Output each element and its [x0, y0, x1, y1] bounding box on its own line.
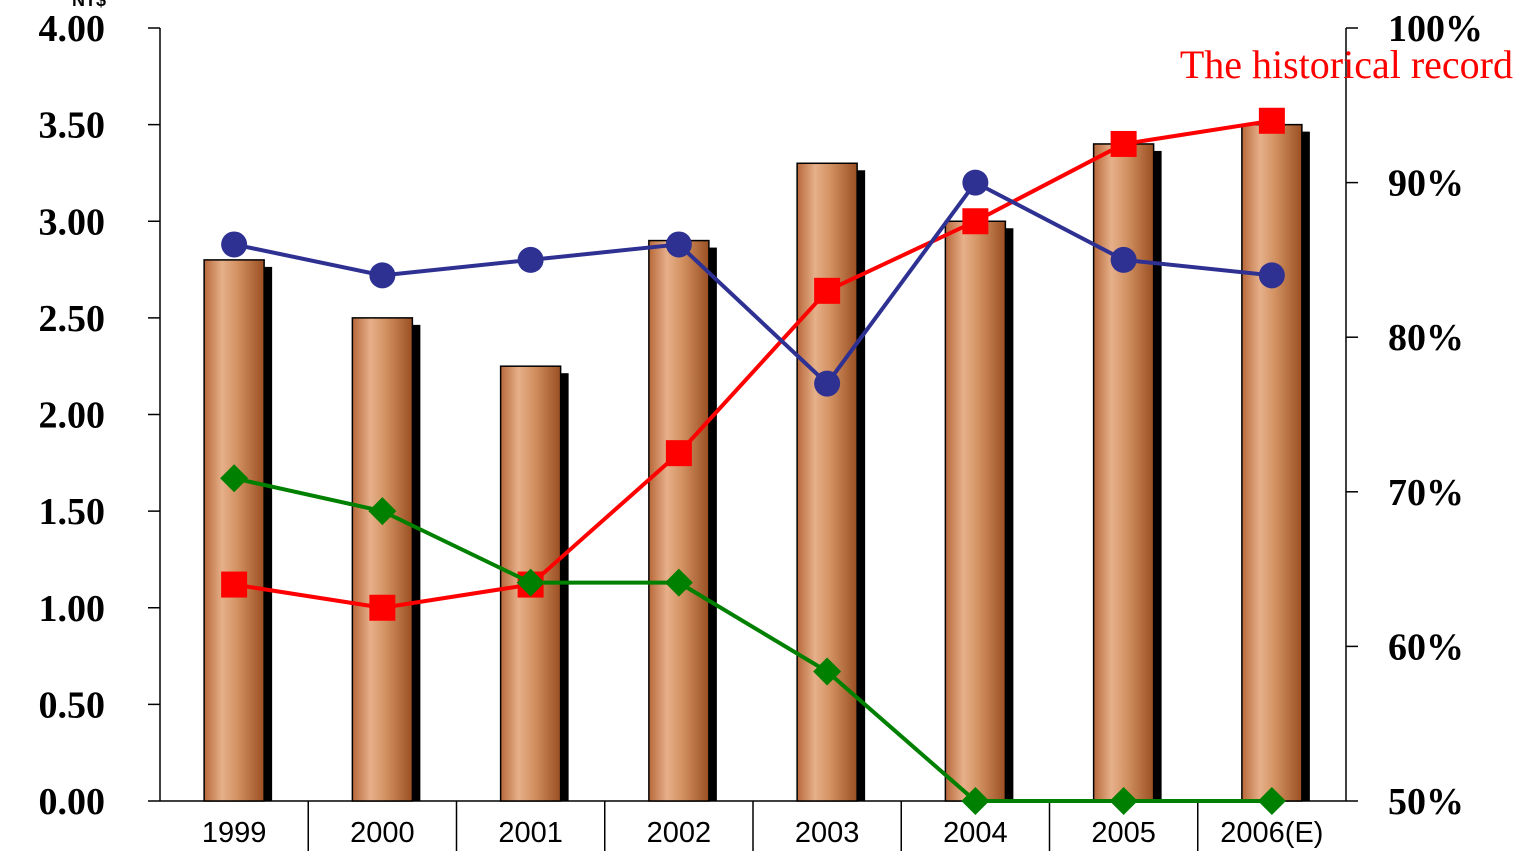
annotation-historical-record: The historical record — [1180, 42, 1513, 87]
line-series — [220, 107, 1286, 815]
circle-marker — [517, 246, 544, 273]
circle-marker — [1110, 246, 1137, 273]
square-marker — [221, 571, 248, 598]
left-tick-label: 3.00 — [39, 201, 106, 243]
bar — [648, 239, 710, 802]
square-marker — [814, 277, 841, 304]
right-tick-label: 80% — [1388, 317, 1464, 359]
square-marker — [962, 208, 989, 235]
right-axis: 50% 60% 70% 80% 90% 100% — [1345, 8, 1483, 823]
right-tick-label: 90% — [1388, 163, 1464, 205]
category-label: 2005 — [1091, 817, 1156, 849]
diamond-marker — [1257, 787, 1286, 815]
right-tick-label: 70% — [1388, 472, 1464, 514]
left-tick-label: 0.00 — [39, 781, 106, 823]
category-label: 1999 — [202, 817, 267, 849]
right-tick-label: 50% — [1388, 781, 1464, 823]
left-axis: 0.00 0.50 1.00 1.50 2.00 2.50 3.00 3.50 4.00 — [39, 8, 161, 823]
category-label: 2002 — [647, 817, 712, 849]
left-tick-label: 2.50 — [39, 298, 106, 340]
left-tick-label: 1.50 — [39, 491, 106, 533]
diamond-marker — [664, 568, 693, 597]
category-label: 2006(E) — [1220, 817, 1323, 849]
category-label: 2000 — [350, 817, 415, 849]
right-tick-label: 100% — [1388, 8, 1483, 50]
diamond-marker — [1109, 787, 1138, 815]
category-label: 2001 — [498, 817, 563, 849]
bar — [351, 317, 414, 802]
left-tick-label: 1.00 — [39, 588, 106, 630]
series-line-square — [233, 118, 1273, 610]
left-unit-label: NT$ — [72, 0, 106, 10]
circle-marker — [221, 231, 248, 258]
bar — [1092, 143, 1155, 802]
diamond-marker — [961, 787, 990, 815]
circle-marker — [369, 262, 396, 289]
circle-marker — [665, 231, 692, 258]
bar — [1241, 123, 1303, 802]
diamond-marker — [813, 657, 842, 686]
right-tick-label: 60% — [1388, 626, 1464, 668]
bar-series — [203, 123, 1310, 802]
bar — [796, 162, 858, 802]
circle-marker — [1258, 262, 1285, 289]
left-tick-label: 3.50 — [39, 105, 106, 147]
left-tick-label: 2.00 — [39, 395, 106, 437]
diamond-marker — [516, 568, 545, 597]
square-marker — [369, 594, 396, 621]
category-label: 2003 — [795, 817, 860, 849]
square-marker — [665, 440, 692, 467]
category-label: 2004 — [943, 817, 1008, 849]
series-line-diamond — [233, 476, 1272, 803]
square-marker — [1110, 130, 1137, 157]
left-tick-label: 0.50 — [39, 684, 106, 726]
diamond-marker — [220, 464, 249, 493]
circle-marker — [962, 169, 989, 196]
circle-marker — [814, 370, 841, 397]
left-tick-label: 4.00 — [39, 8, 106, 50]
x-axis: 1999 2000 2001 2002 2003 2004 2005 2006(E) — [160, 800, 1346, 851]
bar — [944, 220, 1007, 802]
bar — [203, 259, 265, 802]
square-marker — [1258, 107, 1285, 134]
diamond-marker — [368, 497, 397, 526]
series-line-circle — [233, 180, 1273, 386]
